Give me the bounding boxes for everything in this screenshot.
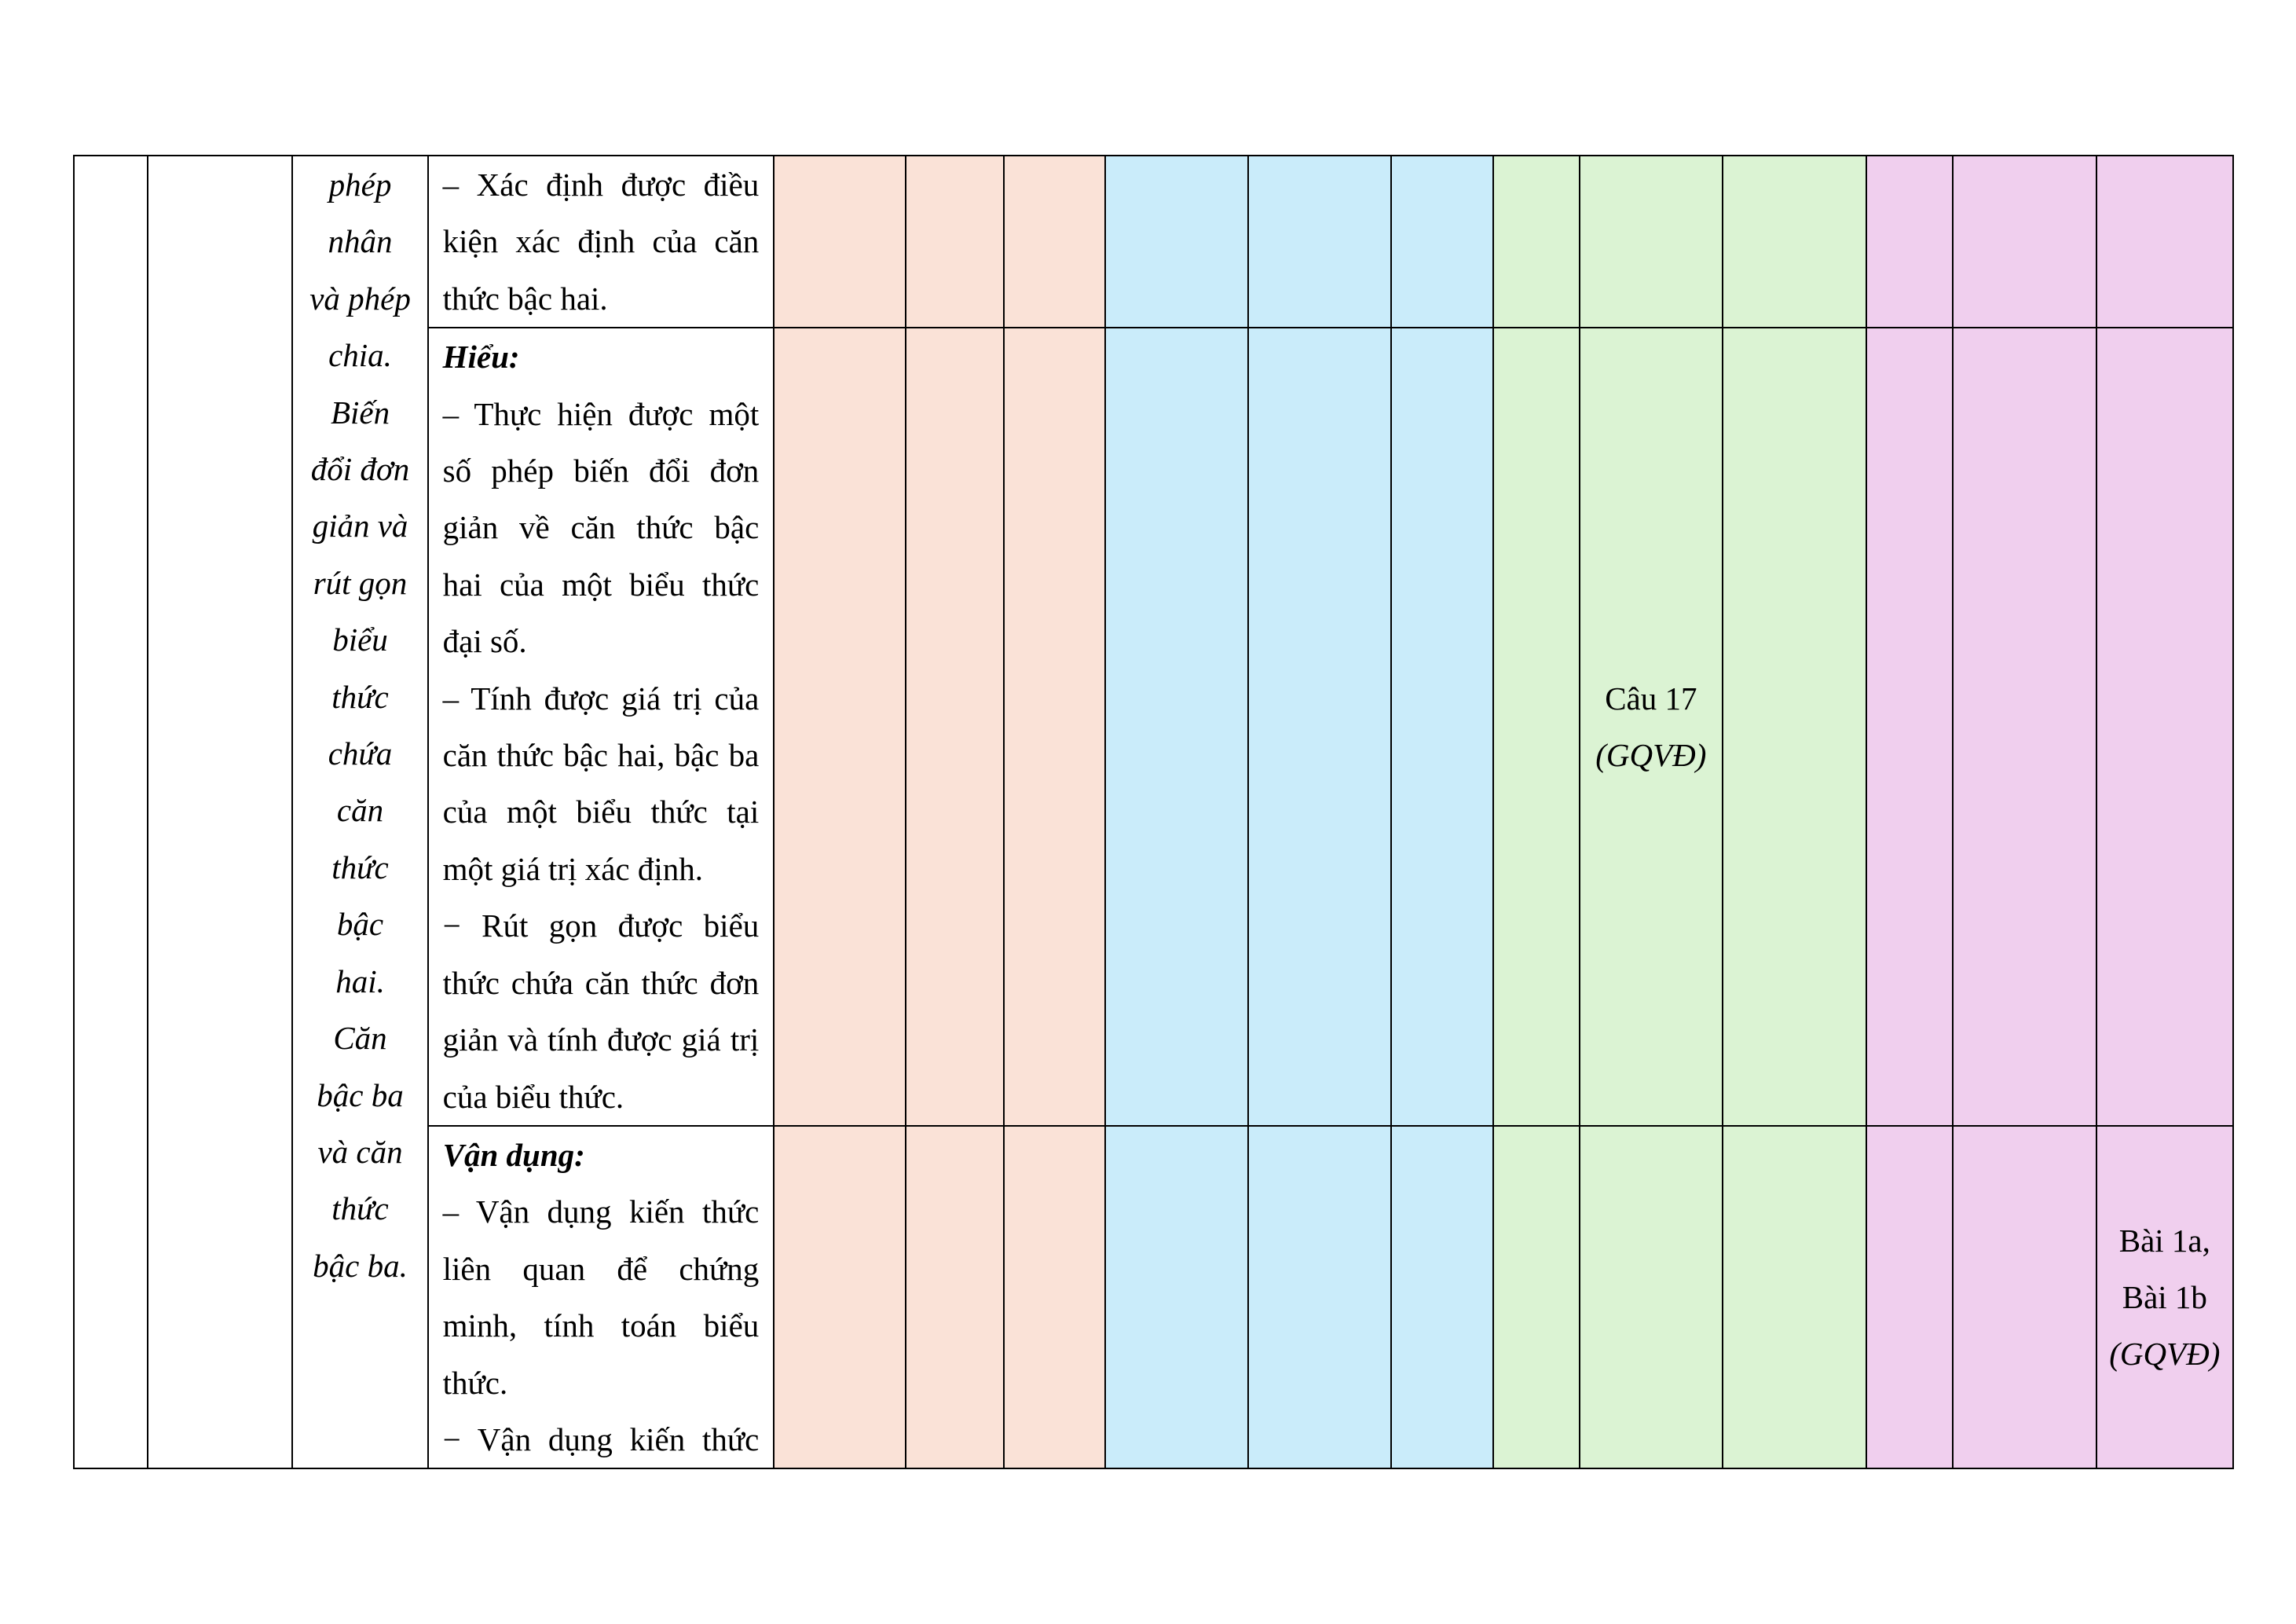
requirement-cell-apply: Vận dụng: – Vận dụng kiến thức liên quan… — [427, 1124, 775, 1470]
requirement-line: – Xác định được điều — [442, 167, 760, 203]
requirement-line: của một biểu thức tại — [442, 794, 760, 830]
topic-line: chia. — [328, 337, 392, 374]
level-cell — [1721, 154, 1868, 329]
topic-line: thức — [331, 849, 389, 885]
topic-line: thức — [331, 678, 389, 715]
topic-line: nhân — [328, 223, 393, 260]
topic-cell: phép nhân và phép chia. Biến đổi đơn giả… — [291, 154, 429, 1470]
question-cell: Bài 1a, Bài 1b (GQVĐ) — [2095, 1124, 2235, 1470]
requirement-header: Hiểu: — [442, 339, 520, 376]
level-cell — [1578, 154, 1723, 329]
table-row: Vận dụng: – Vận dụng kiến thức liên quan… — [74, 1124, 2235, 1470]
requirement-line: của biểu thức. — [442, 1078, 624, 1115]
topic-line: bậc ba — [317, 1076, 404, 1113]
topic-line: và căn — [317, 1133, 403, 1170]
topic-line: và phép — [309, 280, 411, 317]
competency-label: (GQVĐ) — [2109, 1336, 2221, 1373]
requirement-line: giản về căn thức bậc — [442, 509, 760, 546]
level-cell — [773, 154, 906, 329]
level-cell — [1247, 1124, 1393, 1470]
requirement-line: – Thực hiện được một — [442, 395, 760, 432]
topic-line: chứa — [328, 735, 393, 772]
level-cell — [1002, 1124, 1106, 1470]
topic-line: Biến — [330, 394, 390, 431]
level-cell — [1492, 154, 1580, 329]
stt-cell — [72, 154, 149, 1470]
competency-label: (GQVĐ) — [1595, 737, 1707, 774]
level-cell — [1104, 1124, 1250, 1470]
table-row: Hiểu: – Thực hiện được một số phép biến … — [74, 327, 2235, 1127]
level-cell — [904, 1124, 1005, 1470]
level-cell — [773, 327, 906, 1127]
assessment-matrix-table: phép nhân và phép chia. Biến đổi đơn giả… — [72, 154, 2235, 1470]
requirement-cell-understand: Hiểu: – Thực hiện được một số phép biến … — [427, 327, 775, 1127]
level-cell — [1866, 154, 1954, 329]
requirement-line: − Rút gọn được biểu — [442, 907, 760, 944]
level-cell — [1952, 154, 2097, 329]
requirement-line: – Vận dụng kiến thức — [442, 1193, 760, 1230]
question-label: Câu 17 — [1605, 680, 1697, 717]
topic-line: thức — [331, 1190, 389, 1227]
requirement-line: − Vận dụng kiến thức — [442, 1421, 760, 1457]
requirement-line: số phép biến đổi đơn — [442, 453, 760, 489]
level-cell — [1247, 327, 1393, 1127]
level-cell — [1578, 1124, 1723, 1470]
question-cell: Câu 17 (GQVĐ) — [1578, 327, 1723, 1127]
topic-line: đổi đơn — [310, 451, 410, 488]
requirement-line: thức bậc hai. — [442, 280, 608, 317]
level-cell — [904, 154, 1005, 329]
requirement-line: thức chứa căn thức đơn — [442, 964, 760, 1001]
level-cell — [1492, 1124, 1580, 1470]
topic-line: giản và — [312, 508, 408, 544]
level-cell — [1952, 327, 2097, 1127]
requirement-line: một giá trị xác định. — [442, 850, 703, 887]
requirement-line: đại số. — [442, 623, 527, 660]
level-cell — [1390, 1124, 1494, 1470]
topic-line: bậc — [336, 906, 384, 943]
requirement-line: kiện xác định của căn — [442, 223, 760, 260]
table-row: phép nhân và phép chia. Biến đổi đơn giả… — [72, 154, 2235, 1470]
level-cell — [1247, 154, 1393, 329]
level-cell — [1952, 1124, 2097, 1470]
topic-line: căn — [336, 792, 384, 829]
level-cell — [1390, 327, 1494, 1127]
level-cell — [1866, 327, 1954, 1127]
topic-line: biểu — [332, 621, 388, 658]
topic-line: rút gọn — [313, 564, 408, 601]
question-label: Bài 1a, — [2118, 1222, 2210, 1259]
level-cell — [904, 327, 1005, 1127]
requirement-line: giản và tính được giá trị — [442, 1021, 760, 1058]
topic-line: hai. — [335, 962, 385, 999]
level-cell — [1721, 327, 1868, 1127]
level-cell — [773, 1124, 906, 1470]
topic-line: Căn — [333, 1020, 387, 1057]
topic-line: bậc ba. — [313, 1247, 408, 1284]
level-cell — [1002, 154, 1106, 329]
level-cell — [1002, 327, 1106, 1127]
level-cell — [1104, 154, 1250, 329]
requirement-line: minh, tính toán biểu — [442, 1307, 760, 1344]
question-label: Bài 1b — [2122, 1278, 2207, 1315]
level-cell — [2095, 327, 2235, 1127]
level-cell — [1721, 1124, 1868, 1470]
level-cell — [1866, 1124, 1954, 1470]
requirement-line: căn thức bậc hai, bậc ba — [442, 737, 760, 774]
level-cell — [2095, 154, 2235, 329]
level-cell — [1492, 327, 1580, 1127]
requirement-header: Vận dụng: — [442, 1136, 585, 1173]
requirement-cell-know: – Xác định được điều kiện xác định của c… — [427, 154, 775, 329]
requirement-line: – Tính được giá trị của — [442, 680, 760, 717]
requirement-line: hai của một biểu thức — [442, 566, 760, 603]
requirement-line: thức. — [442, 1364, 508, 1401]
topic-line: phép — [328, 167, 392, 203]
requirement-line: liên quan để chứng — [442, 1250, 760, 1287]
level-cell — [1390, 154, 1494, 329]
level-cell — [1104, 327, 1250, 1127]
chapter-cell — [147, 154, 294, 1470]
